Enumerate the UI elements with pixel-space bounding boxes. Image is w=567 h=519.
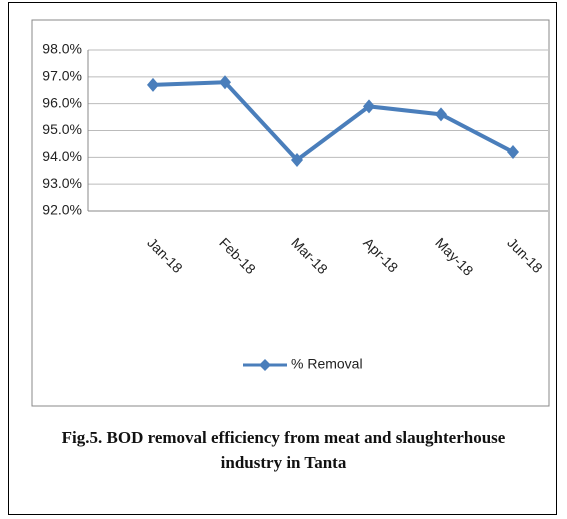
line — [152, 80, 514, 163]
x-tick-label: Jan-18 — [144, 234, 186, 276]
marker — [435, 107, 447, 122]
y-tick-label: 92.0% — [42, 202, 82, 218]
y-tick-label: 96.0% — [42, 94, 82, 110]
legend-label: % Removal — [291, 356, 363, 372]
y-tick-label: 95.0% — [42, 121, 82, 137]
x-tick-label: Mar-18 — [288, 234, 331, 277]
x-tick-label: Apr-18 — [360, 234, 401, 275]
marker — [219, 75, 231, 90]
marker — [363, 99, 375, 114]
y-tick-label: 93.0% — [42, 175, 82, 191]
y-tick-label: 98.0% — [42, 41, 82, 57]
marker — [291, 153, 303, 168]
marker — [147, 77, 159, 92]
marker — [507, 144, 519, 159]
legend-marker — [259, 359, 271, 371]
x-tick-label: Jun-18 — [504, 234, 546, 276]
chart-border — [31, 19, 550, 407]
x-tick-label: Feb-18 — [216, 234, 259, 277]
caption: Fig.5. BOD removal efficiency from meat … — [61, 428, 506, 472]
y-tick-label: 97.0% — [42, 68, 82, 84]
x-tick-label: May-18 — [432, 234, 476, 278]
y-tick-label: 94.0% — [42, 148, 82, 164]
figure-frame — [8, 2, 557, 515]
